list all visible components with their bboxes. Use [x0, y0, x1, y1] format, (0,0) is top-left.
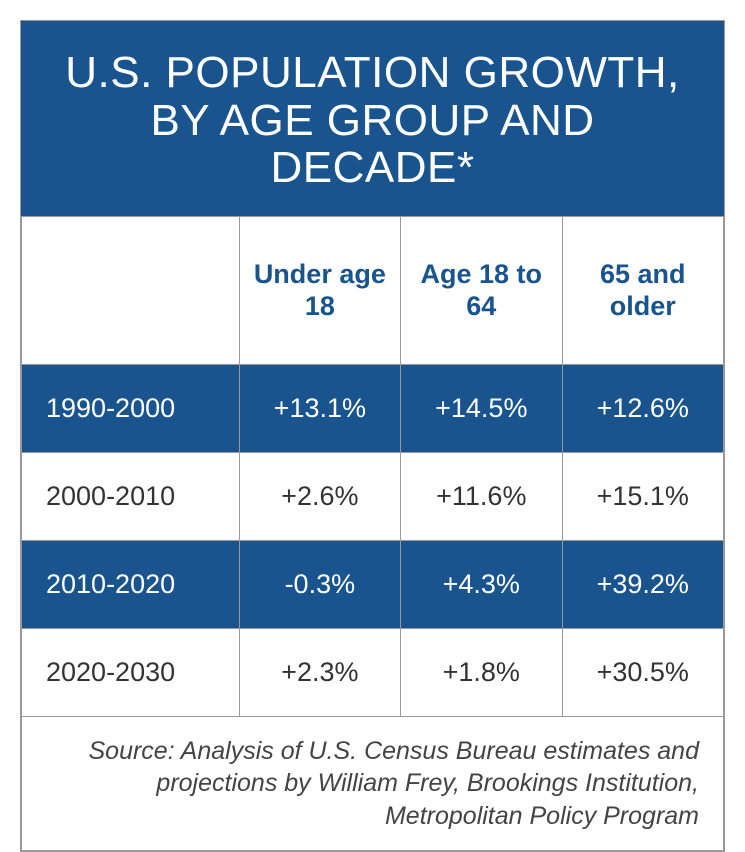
value-cell: +14.5% [401, 364, 562, 452]
value-cell: +2.3% [239, 628, 400, 716]
table-row: 1990-2000 +13.1% +14.5% +12.6% [22, 364, 724, 452]
table-title: U.S. POPULATION GROWTH, BY AGE GROUP AND… [21, 21, 724, 216]
decade-cell: 2020-2030 [22, 628, 240, 716]
value-cell: +4.3% [401, 540, 562, 628]
value-cell: +13.1% [239, 364, 400, 452]
column-header-65-older: 65 and older [562, 216, 723, 364]
column-header-blank [22, 216, 240, 364]
column-header-under-18: Under age 18 [239, 216, 400, 364]
value-cell: +2.6% [239, 452, 400, 540]
value-cell: +11.6% [401, 452, 562, 540]
table-row: 2010-2020 -0.3% +4.3% +39.2% [22, 540, 724, 628]
population-table: U.S. POPULATION GROWTH, BY AGE GROUP AND… [20, 20, 725, 852]
value-cell: +30.5% [562, 628, 723, 716]
column-header-row: Under age 18 Age 18 to 64 65 and older [22, 216, 724, 364]
value-cell: +39.2% [562, 540, 723, 628]
value-cell: +12.6% [562, 364, 723, 452]
value-cell: +15.1% [562, 452, 723, 540]
decade-cell: 1990-2000 [22, 364, 240, 452]
column-header-18-to-64: Age 18 to 64 [401, 216, 562, 364]
table-row: 2000-2010 +2.6% +11.6% +15.1% [22, 452, 724, 540]
table-row: 2020-2030 +2.3% +1.8% +30.5% [22, 628, 724, 716]
value-cell: +1.8% [401, 628, 562, 716]
decade-cell: 2010-2020 [22, 540, 240, 628]
decade-cell: 2000-2010 [22, 452, 240, 540]
source-text: Source: Analysis of U.S. Census Bureau e… [22, 716, 724, 851]
value-cell: -0.3% [239, 540, 400, 628]
source-row: Source: Analysis of U.S. Census Bureau e… [22, 716, 724, 851]
data-table: Under age 18 Age 18 to 64 65 and older 1… [21, 216, 724, 852]
